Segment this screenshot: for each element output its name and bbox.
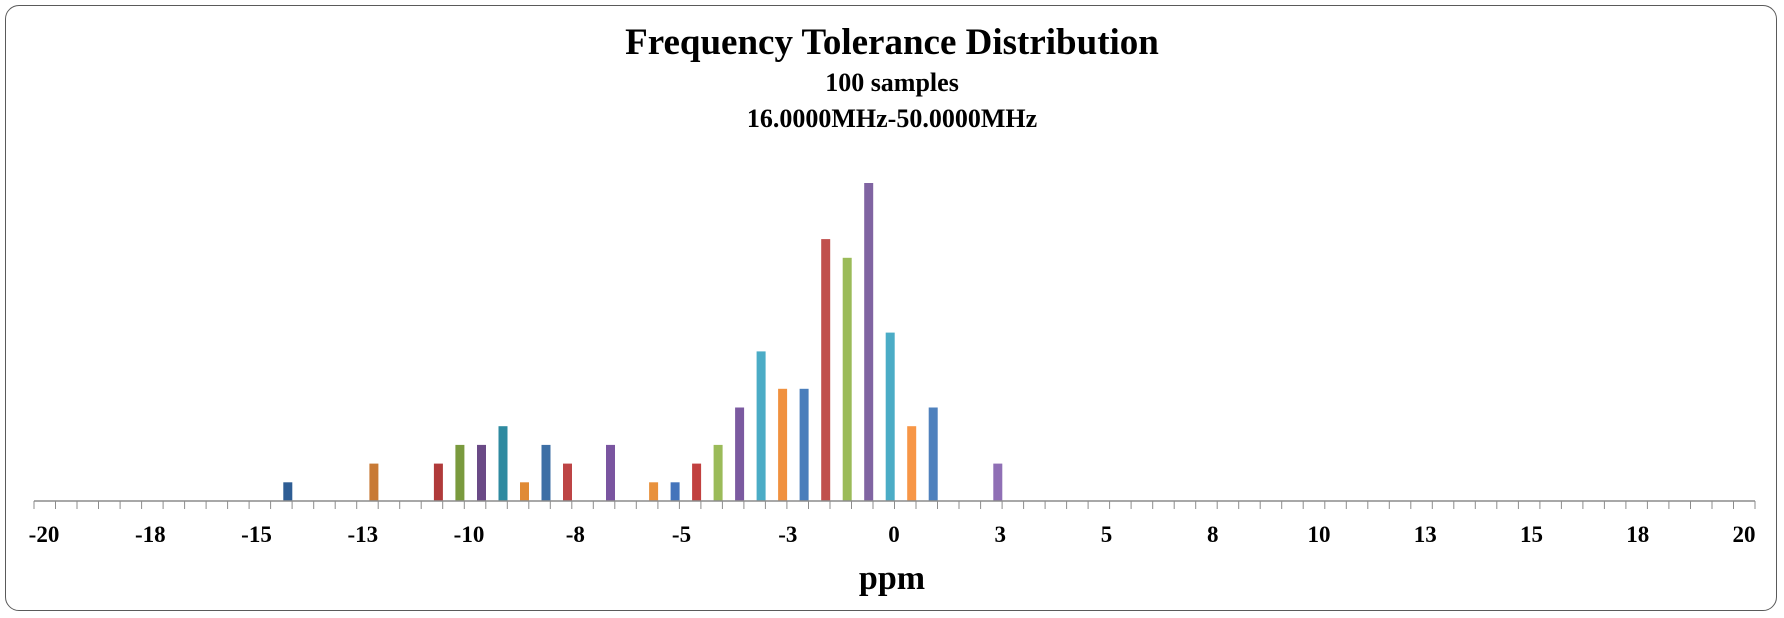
x-tick-label: 18 <box>1626 522 1649 547</box>
bar-8 <box>563 463 572 501</box>
bar-2 <box>433 463 443 501</box>
bar-7 <box>541 444 551 501</box>
bar-11 <box>670 482 680 501</box>
bar-15 <box>756 351 766 501</box>
bar-22 <box>907 426 917 501</box>
bar-13 <box>713 444 723 501</box>
x-tick-label: 20 <box>1733 522 1756 547</box>
x-tick-label: 10 <box>1308 522 1331 547</box>
chart-title: Frequency Tolerance Distribution <box>625 22 1159 63</box>
bar-3 <box>455 444 465 501</box>
x-tick-label: 13 <box>1414 522 1437 547</box>
bar-0 <box>283 482 293 501</box>
bar-16 <box>778 388 788 501</box>
bar-17 <box>799 388 809 501</box>
bar-14 <box>735 407 745 501</box>
bar-18 <box>821 239 831 501</box>
chart-subtitle-samples: 100 samples <box>825 68 959 97</box>
x-tick-label: -18 <box>135 522 166 547</box>
bar-20 <box>864 183 874 501</box>
x-tick-label: -8 <box>566 522 585 547</box>
x-tick-label: -13 <box>347 522 378 547</box>
chart-subtitle-frequency: 16.0000MHz-50.0000MHz <box>746 104 1038 133</box>
chart-frame <box>5 5 1777 611</box>
bar-10 <box>649 482 659 501</box>
bar-21 <box>885 332 895 501</box>
chart-titles: Frequency Tolerance Distribution 100 sam… <box>0 20 1784 138</box>
bar-9 <box>606 444 615 501</box>
bar-4 <box>477 444 486 501</box>
x-tick-label: -10 <box>454 522 485 547</box>
bar-12 <box>692 463 702 501</box>
bar-5 <box>498 426 508 501</box>
x-axis-label: ppm <box>858 560 926 597</box>
x-tick-label: 5 <box>1101 522 1113 547</box>
bar-24 <box>993 463 1003 501</box>
x-tick-label: -5 <box>672 522 691 547</box>
x-tick-label: 3 <box>995 522 1007 547</box>
x-tick-label: 8 <box>1207 522 1219 547</box>
x-tick-label: 15 <box>1520 522 1543 547</box>
bar-6 <box>520 482 529 501</box>
bar-23 <box>928 407 938 501</box>
x-tick-label: -15 <box>241 522 272 547</box>
bar-19 <box>842 257 852 501</box>
bar-1 <box>369 463 379 501</box>
x-tick-label: -20 <box>29 522 60 547</box>
x-tick-label: 0 <box>888 522 900 547</box>
x-tick-label: -3 <box>778 522 797 547</box>
